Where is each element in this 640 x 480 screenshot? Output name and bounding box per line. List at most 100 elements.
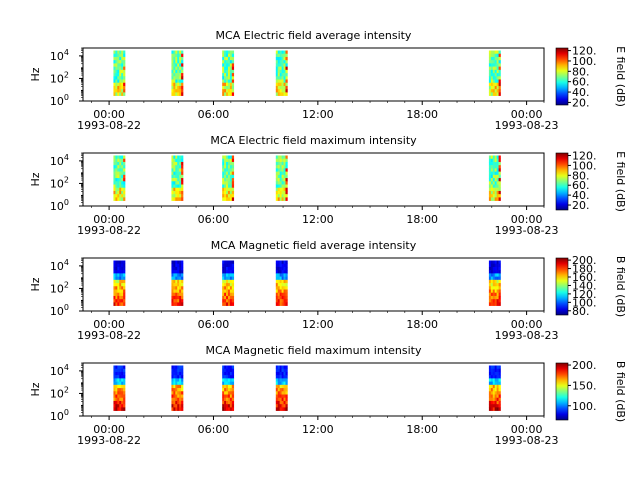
heatmap-cell	[173, 266, 176, 271]
heatmap-cell	[171, 197, 174, 201]
colorbar-tick-label: 80.	[572, 169, 590, 182]
heatmap-cell	[222, 181, 225, 185]
heatmap-cell	[283, 299, 286, 303]
x-date-label: 1993-08-23	[495, 119, 559, 132]
heatmap-cell	[181, 184, 184, 189]
heatmap-cell	[113, 263, 116, 268]
chart-title: MCA Magnetic field maximum intensity	[206, 344, 422, 357]
heatmap-cell	[490, 400, 494, 405]
heatmap-cell	[283, 404, 286, 408]
heatmap-cell	[117, 76, 120, 80]
heatmap-cell	[492, 270, 496, 274]
heatmap-cell	[115, 161, 118, 166]
heatmap-cell	[113, 276, 116, 281]
heatmap-cell	[222, 273, 225, 277]
heatmap-cell	[283, 82, 286, 87]
y-axis-label: Hz	[29, 67, 42, 81]
heatmap-cell	[229, 391, 233, 395]
heatmap-cell	[222, 289, 225, 294]
heatmap-cell	[173, 184, 176, 189]
heatmap-cell	[115, 388, 118, 392]
heatmap-cell	[175, 89, 178, 93]
heatmap-cell	[275, 394, 279, 399]
heatmap-cell	[496, 89, 499, 93]
heatmap-cell	[181, 194, 184, 198]
heatmap-cell	[173, 82, 176, 87]
heatmap-cell	[179, 276, 182, 281]
heatmap-cell	[279, 397, 282, 402]
heatmap-cell	[117, 197, 120, 201]
heatmap-cell	[119, 276, 122, 281]
data-pass	[275, 50, 288, 96]
heatmap-cell	[224, 391, 227, 395]
heatmap-cell	[177, 50, 180, 55]
heatmap-cell	[115, 187, 118, 192]
heatmap-cell	[119, 273, 122, 277]
heatmap-cell	[115, 53, 118, 58]
y-tick-exponent: 2	[64, 175, 69, 184]
heatmap-cell	[496, 397, 499, 402]
heatmap-cell	[222, 279, 225, 284]
heatmap-cell	[231, 85, 235, 90]
heatmap-cell	[492, 171, 496, 176]
heatmap-cell	[226, 365, 229, 370]
heatmap-cell	[123, 50, 126, 55]
x-tick-label: 06:00	[198, 318, 230, 331]
heatmap-cell	[119, 66, 122, 71]
heatmap-cell	[115, 165, 118, 169]
heatmap-cell	[123, 292, 126, 297]
heatmap-cell	[224, 394, 227, 399]
heatmap-cell	[117, 82, 120, 87]
heatmap-cell	[121, 292, 124, 297]
heatmap-cell	[279, 82, 282, 87]
heatmap-cell	[224, 273, 227, 277]
heatmap-cell	[123, 82, 126, 87]
heatmap-cell	[492, 295, 496, 300]
heatmap-cell	[177, 283, 180, 287]
heatmap-cell	[277, 391, 280, 395]
heatmap-cell	[119, 190, 122, 195]
heatmap-cell	[498, 158, 501, 163]
heatmap-cell	[281, 190, 284, 195]
data-pass	[113, 50, 126, 96]
heatmap-cell	[285, 181, 288, 185]
heatmap-cell	[222, 171, 225, 176]
heatmap-cell	[179, 394, 182, 399]
heatmap-cell	[488, 56, 492, 61]
heatmap-cell	[279, 270, 282, 274]
heatmap-cell	[496, 168, 499, 172]
heatmap-cell	[115, 76, 118, 80]
heatmap-cell	[179, 391, 182, 395]
heatmap-cell	[490, 381, 494, 386]
heatmap-cell	[119, 184, 122, 189]
heatmap-cell	[117, 50, 120, 55]
heatmap-cell	[171, 158, 174, 163]
heatmap-cell	[177, 263, 180, 268]
x-date-label: 1993-08-23	[495, 434, 559, 447]
heatmap-cell	[222, 197, 225, 201]
x-tick-label: 00:00	[93, 423, 125, 436]
heatmap-cell	[175, 85, 178, 90]
heatmap-cell	[113, 165, 116, 169]
heatmap-cell	[285, 400, 288, 405]
heatmap-cell	[229, 388, 233, 392]
heatmap-cell	[231, 391, 235, 395]
heatmap-cell	[229, 381, 233, 386]
heatmap-cell	[488, 85, 492, 90]
heatmap-cell	[277, 266, 280, 271]
heatmap-cell	[231, 289, 235, 294]
heatmap-cell	[222, 53, 225, 58]
heatmap-cell	[222, 384, 225, 389]
heatmap-cell	[492, 197, 496, 201]
heatmap-cell	[224, 279, 227, 284]
heatmap-cell	[171, 270, 174, 274]
heatmap-cell	[496, 266, 499, 271]
heatmap-cell	[227, 181, 231, 185]
heatmap-cell	[117, 286, 120, 290]
y-tick-label: 102	[50, 175, 69, 190]
heatmap-cell	[285, 79, 288, 84]
heatmap-cell	[222, 381, 225, 386]
heatmap-cell	[179, 283, 182, 287]
heatmap-cell	[181, 400, 184, 405]
heatmap-cell	[285, 365, 288, 370]
